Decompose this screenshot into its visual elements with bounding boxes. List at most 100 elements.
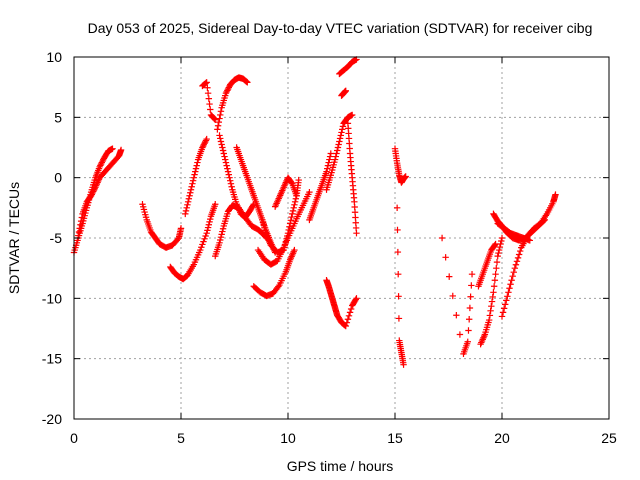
data-point xyxy=(281,241,289,248)
data-point xyxy=(503,297,510,304)
data-point xyxy=(485,316,493,324)
data-point xyxy=(466,304,474,312)
data-point xyxy=(465,327,472,334)
data-point xyxy=(324,162,332,169)
data-point xyxy=(395,293,402,300)
data-point xyxy=(218,231,225,238)
data-point xyxy=(186,192,193,199)
data-point xyxy=(491,241,499,249)
data-point xyxy=(199,142,207,150)
data-point xyxy=(201,235,208,243)
data-point xyxy=(526,237,534,244)
data-point xyxy=(488,302,495,310)
data-point xyxy=(90,186,98,194)
data-point xyxy=(216,239,223,247)
data-point xyxy=(495,246,503,254)
data-point xyxy=(182,210,189,218)
data-point xyxy=(496,243,504,251)
series-track-n xyxy=(271,174,300,210)
data-point xyxy=(498,234,506,242)
data-point xyxy=(488,298,496,305)
data-point xyxy=(204,90,212,97)
data-point xyxy=(192,165,200,172)
x-tick-label: 25 xyxy=(601,430,617,446)
data-point xyxy=(492,240,499,248)
data-point xyxy=(219,147,227,154)
data-point xyxy=(505,289,512,296)
data-point xyxy=(339,126,346,133)
data-point xyxy=(465,316,473,323)
y-tick-label: 0 xyxy=(54,170,62,186)
series-track-q xyxy=(336,56,360,78)
data-point xyxy=(456,331,464,338)
data-point xyxy=(342,87,349,94)
data-point xyxy=(349,111,356,119)
data-point xyxy=(334,147,341,154)
x-tick-label: 15 xyxy=(387,430,403,446)
data-point xyxy=(205,221,213,228)
data-point xyxy=(337,132,344,139)
series-track-i xyxy=(212,202,270,260)
series-track-d xyxy=(167,201,219,283)
data-point xyxy=(295,176,302,184)
data-point xyxy=(212,116,219,123)
y-tick-label: 5 xyxy=(54,109,62,125)
x-tick-label: 10 xyxy=(280,430,296,446)
data-point xyxy=(446,273,453,280)
data-point xyxy=(91,185,98,192)
data-point xyxy=(291,198,299,205)
data-point xyxy=(332,153,339,160)
series-track-v xyxy=(393,204,407,368)
data-point xyxy=(342,322,349,330)
data-point xyxy=(516,247,524,255)
data-point xyxy=(500,305,508,312)
series-track-s xyxy=(323,277,360,330)
data-point xyxy=(202,232,209,240)
data-point xyxy=(275,283,282,290)
data-points xyxy=(70,56,559,368)
data-point xyxy=(512,261,520,268)
data-point xyxy=(289,210,296,218)
data-point xyxy=(224,85,232,93)
data-point xyxy=(177,225,185,232)
data-point xyxy=(214,122,222,129)
data-point xyxy=(306,188,313,196)
data-point xyxy=(191,171,198,178)
data-point xyxy=(491,277,499,284)
data-point xyxy=(189,177,197,184)
data-point xyxy=(506,285,513,292)
series-track-c xyxy=(139,201,185,251)
data-point xyxy=(97,160,105,168)
data-point xyxy=(197,246,204,254)
data-point xyxy=(204,227,211,234)
data-point xyxy=(203,135,210,143)
data-point xyxy=(288,213,295,221)
data-point xyxy=(395,315,403,322)
data-point xyxy=(498,237,505,245)
axis-ticks: 0 5 10 15 20 25 -20 -15 -10 -5 0 5 10 xyxy=(42,49,617,446)
data-point xyxy=(400,361,407,368)
data-point xyxy=(90,188,97,195)
data-point xyxy=(288,179,295,186)
data-point xyxy=(205,95,213,102)
data-point xyxy=(492,271,499,278)
data-point xyxy=(192,168,199,175)
data-point xyxy=(487,307,494,315)
series-track-w xyxy=(438,234,476,358)
data-point xyxy=(467,293,474,300)
x-tick-label: 5 xyxy=(177,430,185,446)
series-track-g xyxy=(214,74,251,133)
data-point xyxy=(293,192,300,199)
data-point xyxy=(326,153,334,160)
data-point xyxy=(187,186,195,193)
y-tick-label: -15 xyxy=(42,351,62,367)
series-track-b xyxy=(75,146,125,239)
data-point xyxy=(331,156,339,163)
data-point xyxy=(224,168,232,175)
data-point xyxy=(468,282,475,289)
data-point xyxy=(219,144,226,151)
data-point xyxy=(243,78,250,85)
series-track-z xyxy=(498,191,559,320)
series-track-t xyxy=(338,87,349,99)
x-tick-label: 0 xyxy=(70,430,78,446)
